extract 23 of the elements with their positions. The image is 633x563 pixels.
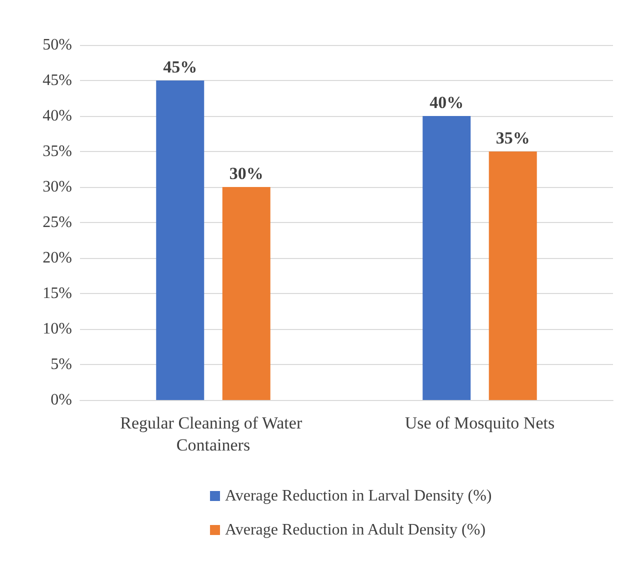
data-label: 30% (229, 164, 264, 183)
y-tick-label: 45% (42, 72, 72, 89)
bar (156, 80, 204, 400)
x-tick-label: Use of Mosquito Nets (404, 414, 555, 432)
y-tick-label: 5% (50, 356, 72, 373)
data-label: 35% (496, 128, 530, 148)
data-label: 45% (163, 58, 198, 76)
y-tick-label: 15% (42, 285, 72, 302)
y-tick-label: 10% (42, 320, 72, 338)
data-label: 40% (430, 93, 464, 112)
legend-label: Average Reduction in Larval Density (%) (225, 488, 492, 504)
bar (488, 152, 537, 400)
bar (222, 187, 270, 400)
y-tick-label: 50% (42, 36, 72, 54)
y-tick-label: 25% (42, 214, 72, 231)
y-tick-label: 20% (42, 250, 72, 266)
y-tick-label: 40% (42, 108, 72, 124)
bar (422, 116, 471, 400)
legend-label: Average Reduction in Adult Density (%) (225, 522, 486, 538)
y-tick-label: 30% (42, 178, 72, 196)
y-tick-label: 35% (42, 143, 72, 160)
y-tick-label: 0% (50, 392, 72, 408)
x-tick-label: Regular Cleaning of Water Containers (120, 414, 306, 454)
